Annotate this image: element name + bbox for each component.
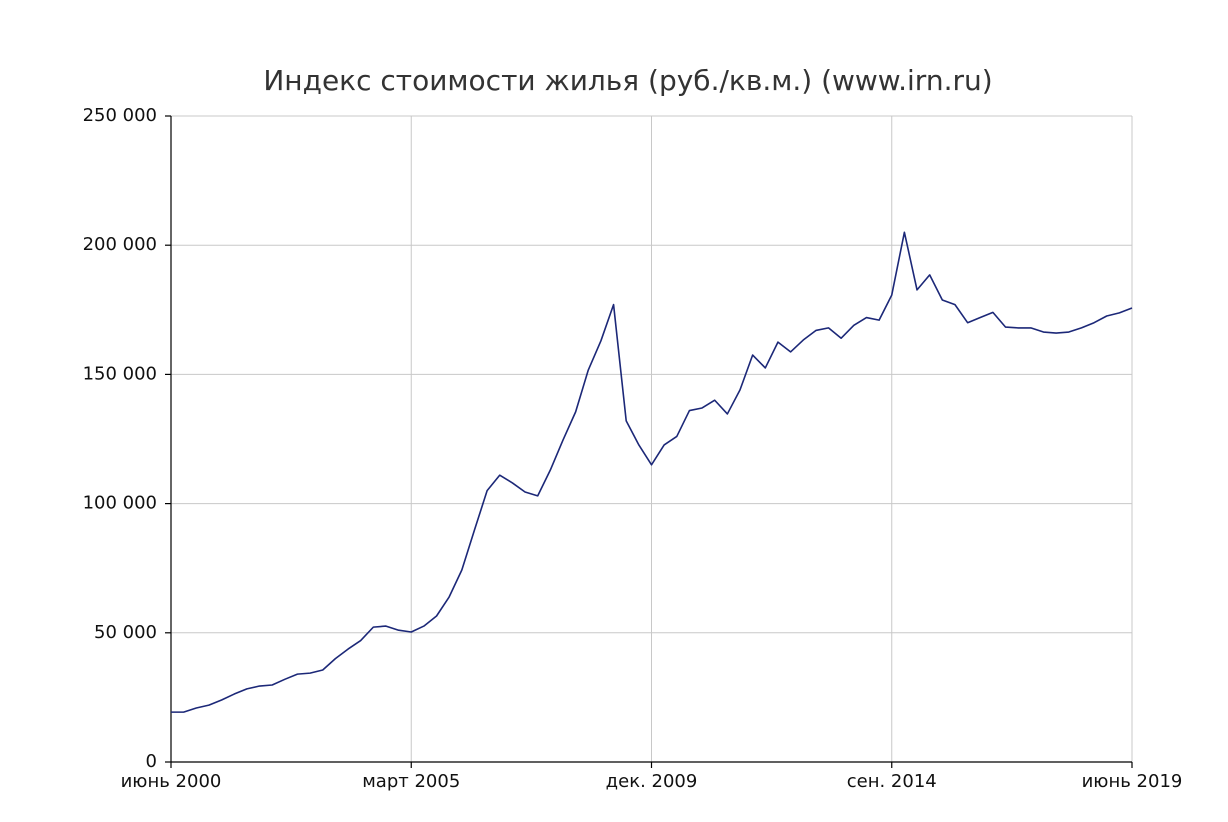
x-tick-label: июнь 2019: [1082, 771, 1183, 792]
y-tick-label: 50 000: [94, 622, 157, 643]
y-tick-label: 0: [146, 751, 157, 772]
chart-title: Индекс стоимости жилья (руб./кв.м.) (www…: [263, 64, 992, 97]
y-tick-label: 100 000: [83, 493, 157, 514]
y-tick-label: 150 000: [83, 363, 157, 384]
x-tick-label: сен. 2014: [847, 771, 937, 792]
y-tick-label: 250 000: [83, 105, 157, 126]
data-line: [171, 231, 1133, 713]
x-tick-label: дек. 2009: [606, 771, 698, 792]
x-tick-label: март 2005: [362, 771, 460, 792]
x-tick-label: июнь 2000: [121, 771, 222, 792]
y-tick-label: 200 000: [83, 234, 157, 255]
